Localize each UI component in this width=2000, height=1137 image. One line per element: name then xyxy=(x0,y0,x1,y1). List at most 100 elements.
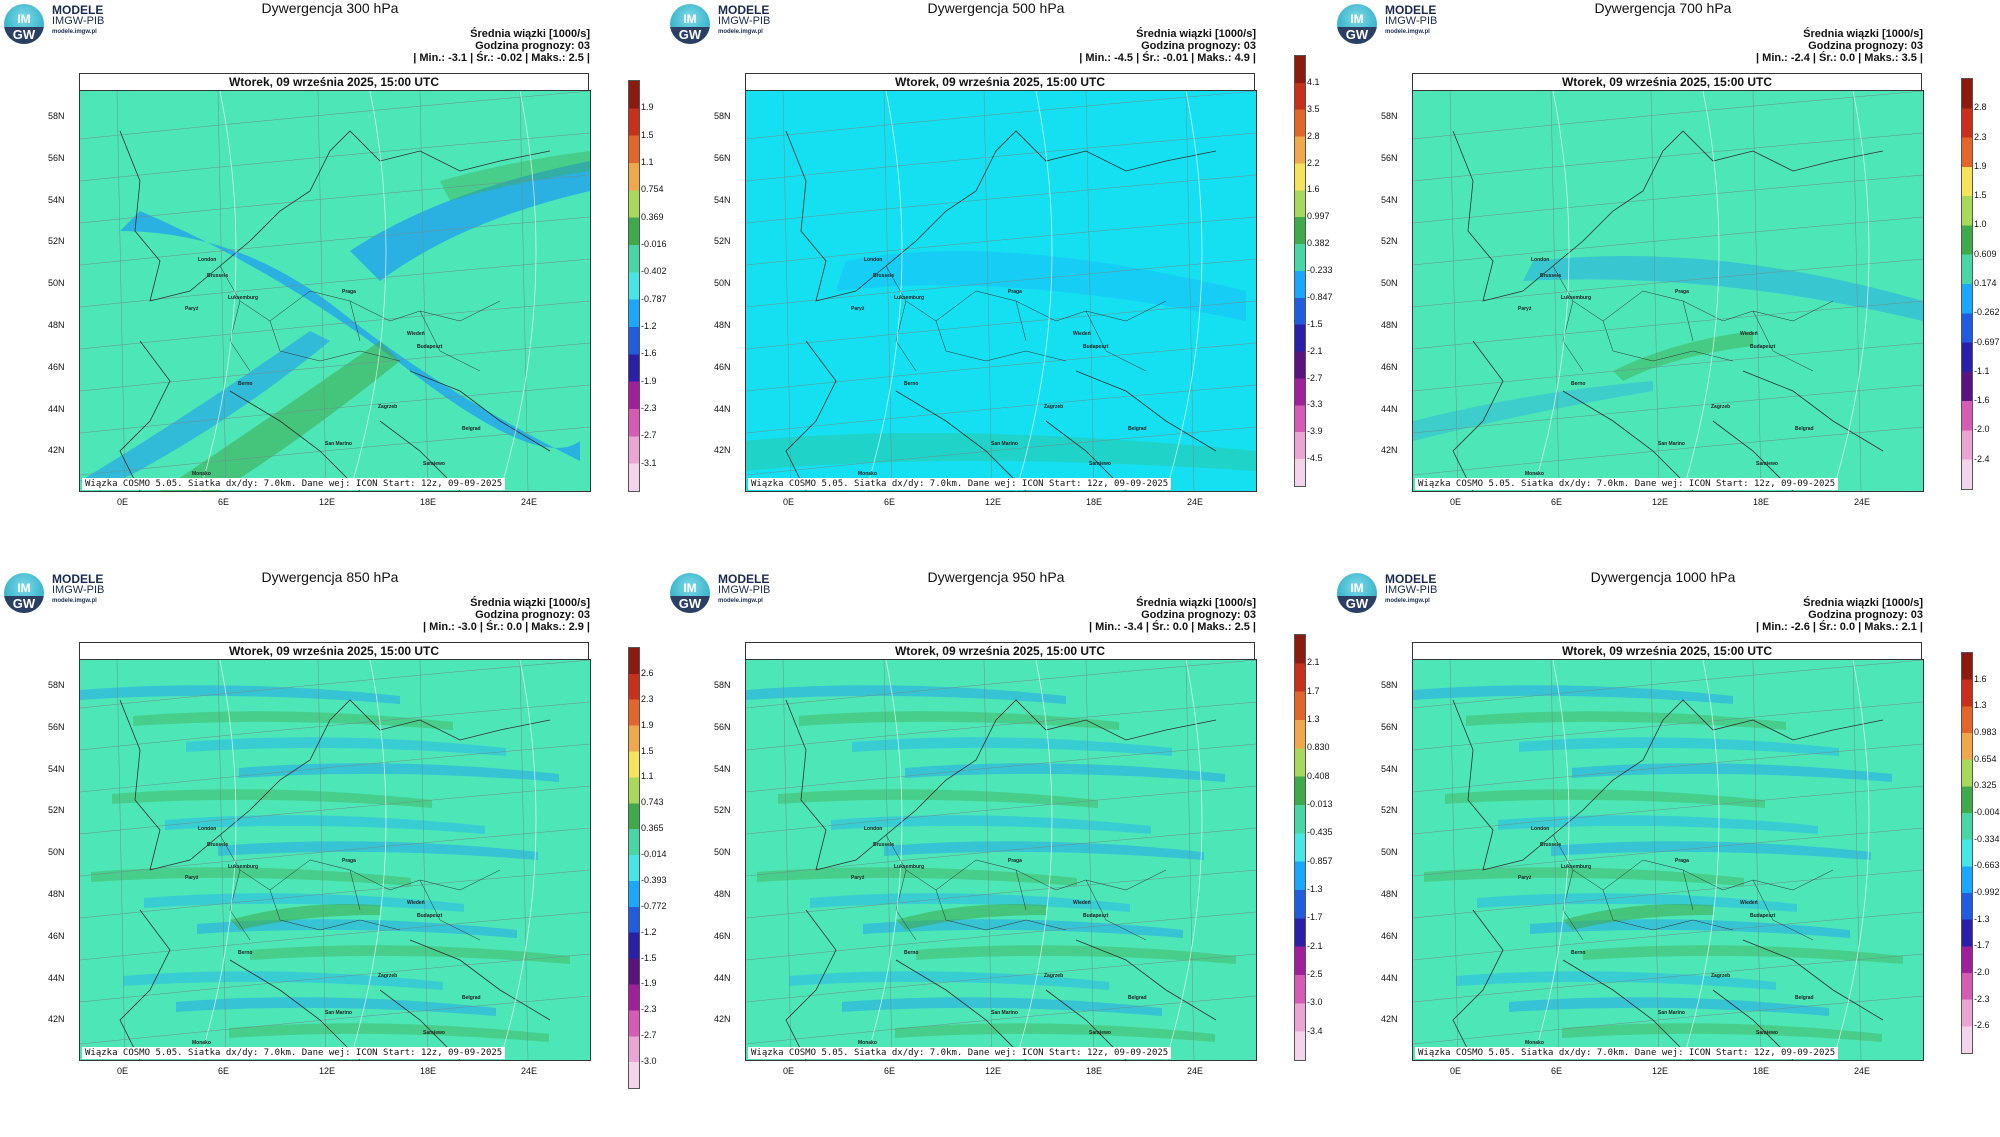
longitude-label: 18E xyxy=(1086,1066,1103,1076)
latitude-line xyxy=(80,258,590,308)
longitude-label: 12E xyxy=(985,497,1002,507)
city-label: Monako xyxy=(192,471,211,477)
colorbar-label: -2.7 xyxy=(641,430,657,441)
longitude-label: 24E xyxy=(521,497,538,507)
field-patch xyxy=(1509,997,1829,1016)
colorbar xyxy=(1961,78,1973,490)
colorbar-label: 1.3 xyxy=(1307,714,1320,724)
field-patch xyxy=(1523,256,1923,321)
map-field xyxy=(1413,660,1923,1060)
city-label: Luksemburg xyxy=(1561,864,1592,870)
height-contour xyxy=(1682,91,1720,491)
latitude-label: 56N xyxy=(1381,721,1398,732)
field-patch xyxy=(896,904,1046,930)
logo-line2: IMGW-PIB xyxy=(718,584,771,596)
colorbar-label: 0.369 xyxy=(641,211,664,222)
colorbar-label: -0.663 xyxy=(1974,860,2000,871)
longitude-line xyxy=(519,91,529,491)
height-contour xyxy=(1532,91,1570,491)
latitude-label: 48N xyxy=(48,320,65,330)
longitude-label: 6E xyxy=(884,1066,896,1076)
field-patch xyxy=(165,815,485,834)
colorbar-label: -2.3 xyxy=(1974,993,1990,1004)
longitude-line xyxy=(419,91,429,491)
city-label: Berno xyxy=(238,381,253,387)
city-label: Paryż xyxy=(185,875,199,881)
logo-line2: IMGW-PIB xyxy=(1385,584,1438,596)
colorbar-label: 3.5 xyxy=(1307,103,1320,114)
field-patch xyxy=(160,341,400,491)
latitude-line xyxy=(1413,911,1923,961)
colorbar-label: -1.6 xyxy=(1974,395,1990,406)
latitude-label: 56N xyxy=(48,152,65,163)
city-label: Brussels xyxy=(207,273,229,279)
map-field xyxy=(80,91,590,491)
height-contour xyxy=(199,91,237,491)
longitude-label: 6E xyxy=(884,497,896,507)
colorbar-label: -1.7 xyxy=(1974,940,1990,951)
field-patch xyxy=(250,945,570,964)
valid-time: Wtorek, 09 września 2025, 15:00 UTC xyxy=(1412,642,1922,659)
city-label: Berno xyxy=(1571,381,1586,387)
field-patch xyxy=(1445,789,1765,808)
logo-badge-icon: IM GW xyxy=(1337,4,1377,44)
longitude-label: 6E xyxy=(218,497,230,507)
colorbar-label: -0.016 xyxy=(641,239,667,249)
colorbar-label: -0.262 xyxy=(1974,307,2000,318)
city-label: San Marino xyxy=(1658,441,1685,447)
field-patch xyxy=(863,919,1183,938)
city-label: Budapeszt xyxy=(1083,344,1109,350)
latitude-line xyxy=(1413,91,1923,140)
colorbar-label: 1.5 xyxy=(1974,190,1987,201)
field-patch xyxy=(789,971,1109,990)
field-patch xyxy=(831,815,1151,834)
country-borders xyxy=(219,834,501,941)
info-title: Średnia wiązki [1000/s] xyxy=(470,597,590,609)
latitude-line xyxy=(1413,953,1923,1003)
latitude-line xyxy=(1413,342,1923,392)
latitude-label: 56N xyxy=(714,152,731,163)
city-label: London xyxy=(1531,826,1550,832)
divergence-map: London Brussels Paryż Luksemburg Praga Wiedeń… xyxy=(745,90,1257,492)
latitude-label: 44N xyxy=(714,972,731,983)
colorbar-label: -0.334 xyxy=(1974,833,2000,844)
latitude-label: 44N xyxy=(48,403,65,414)
colorbar-label: -2.5 xyxy=(1307,969,1323,979)
map-panel: IM GW MODELE IMGW-PIB modele.imgw.pl Dyw… xyxy=(666,0,1333,568)
latitude-label: 48N xyxy=(714,320,731,330)
latitude-line xyxy=(1413,216,1923,266)
city-label: Brussels xyxy=(873,842,895,848)
colorbar-label: 2.8 xyxy=(1974,102,1987,113)
forecast-hour: Godzina prognozy: 03 xyxy=(1141,609,1256,621)
colorbar xyxy=(628,647,640,1089)
forecast-hour: Godzina prognozy: 03 xyxy=(1141,40,1256,52)
field-patch xyxy=(746,685,1066,704)
latitude-line xyxy=(80,216,590,266)
city-label: Belgrad xyxy=(462,995,481,1001)
latitude-line xyxy=(746,911,1256,961)
logo-line2: IMGW-PIB xyxy=(1385,15,1438,27)
panel-title: Dywergencja 700 hPa xyxy=(1594,0,1732,16)
stats-line: | Min.: -3.4 | Śr.: 0.0 | Maks.: 2.5 | xyxy=(1089,621,1256,633)
city-label: Wiedeń xyxy=(407,331,425,337)
map-panel: IM GW MODELE IMGW-PIB modele.imgw.pl Dyw… xyxy=(0,569,667,1137)
colorbar-label: -0.014 xyxy=(641,849,667,860)
longitude-label: 12E xyxy=(1652,1066,1669,1076)
longitude-line xyxy=(782,660,792,1060)
longitude-label: 6E xyxy=(218,1066,230,1076)
latitude-label: 46N xyxy=(714,361,731,372)
latitude-label: 48N xyxy=(48,889,65,899)
colorbar-label: -1.2 xyxy=(641,321,657,331)
field-patch xyxy=(80,331,330,491)
latitude-label: 50N xyxy=(714,278,731,289)
city-label: Luksemburg xyxy=(1561,295,1592,301)
logo-badge-top: IM xyxy=(683,581,697,595)
longitude-line xyxy=(1752,91,1762,491)
colorbar-label: 1.6 xyxy=(1307,184,1320,195)
height-contour xyxy=(1532,660,1570,1060)
colorbar xyxy=(628,80,640,492)
colorbar-label: -1.7 xyxy=(1307,912,1323,923)
logo-line3: modele.imgw.pl xyxy=(1385,598,1430,604)
field-patch xyxy=(80,685,400,704)
latitude-line xyxy=(80,953,590,1003)
